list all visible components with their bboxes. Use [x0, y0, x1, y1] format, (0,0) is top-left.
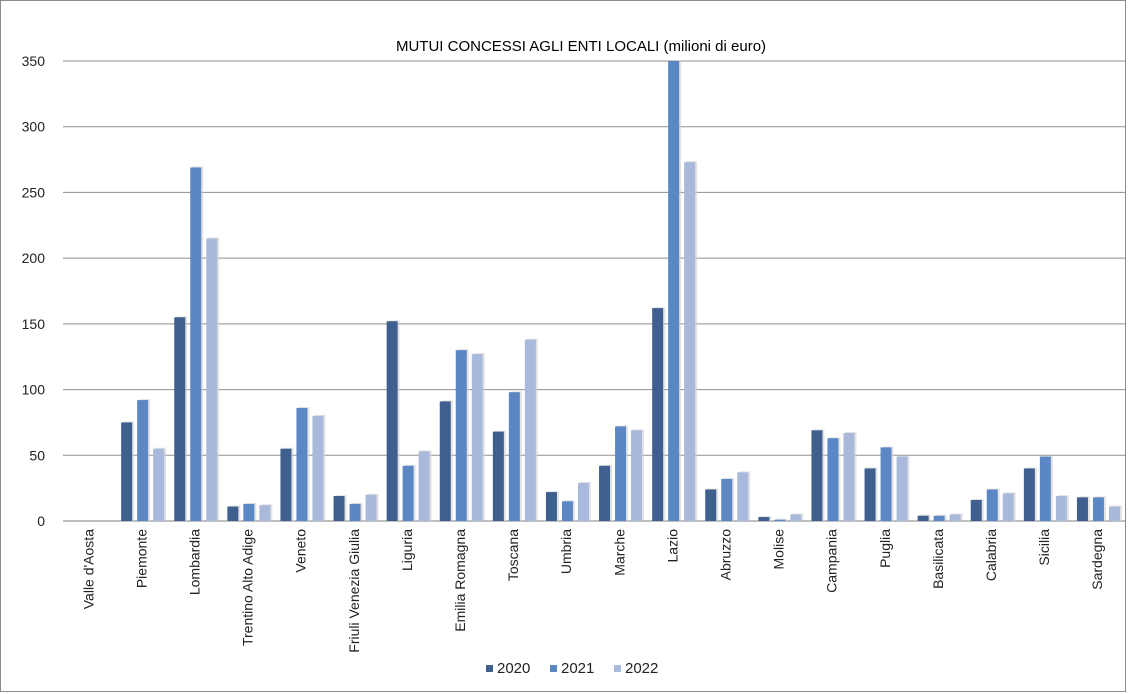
bar-2020-3 [227, 506, 239, 521]
category-label: Sicilia [1036, 529, 1052, 566]
category-label: Liguria [399, 529, 415, 571]
bar-2021-2 [190, 167, 202, 521]
bar-2022-12 [737, 472, 749, 521]
bar-2022-11 [684, 162, 696, 521]
bar-2022-13 [790, 514, 802, 521]
bar-2021-4 [296, 407, 308, 521]
y-tick-label: 100 [22, 382, 46, 398]
bar-2022-18 [1055, 496, 1067, 521]
bar-2022-14 [843, 432, 855, 521]
bar-2020-12 [705, 489, 717, 521]
bar-2021-5 [349, 503, 361, 521]
bar-2022-5 [365, 494, 377, 521]
y-tick-label: 350 [22, 53, 46, 69]
bar-2020-15 [864, 468, 876, 521]
bar-2021-1 [137, 400, 149, 521]
bar-2021-8 [508, 392, 520, 521]
bar-2020-7 [439, 401, 451, 521]
bar-2022-10 [631, 430, 643, 521]
bar-2022-7 [471, 354, 483, 521]
category-label: Trentino Alto Adige [240, 529, 256, 646]
y-tick-label: 50 [29, 447, 45, 463]
y-tick-label: 150 [22, 316, 46, 332]
bar-2020-13 [758, 517, 770, 521]
y-tick-label: 0 [37, 513, 45, 529]
category-label: Valle d'Aosta [80, 529, 96, 609]
bar-2020-18 [1023, 468, 1035, 521]
category-label: Umbria [558, 529, 574, 574]
bar-2021-14 [827, 438, 839, 521]
legend-swatch [614, 665, 621, 672]
bar-2022-2 [206, 238, 218, 521]
y-axis-tick-labels: 0 50 100 150 200 250 300 350 [22, 53, 46, 529]
bar-2021-6 [402, 465, 414, 521]
bar-2021-9 [561, 501, 573, 521]
category-label: Toscana [505, 529, 521, 581]
bar-2022-9 [577, 482, 589, 521]
bar-2022-16 [949, 514, 961, 521]
y-tick-label: 250 [22, 184, 46, 200]
bar-2022-4 [312, 415, 324, 521]
category-label: Friuli Venezia Giulia [346, 529, 362, 653]
category-label: Calabria [983, 529, 999, 581]
category-label: Abruzzo [717, 529, 733, 581]
category-label: Puglia [877, 529, 893, 568]
bar-2021-12 [721, 478, 733, 521]
bar-2021-19 [1092, 497, 1104, 521]
legend-swatch [550, 665, 557, 672]
bar-2022-19 [1108, 506, 1120, 521]
category-label: Lombardia [186, 529, 202, 595]
chart-title: MUTUI CONCESSI AGLI ENTI LOCALI (milioni… [396, 38, 766, 55]
bar-2022-17 [1002, 493, 1014, 521]
bar-2021-15 [880, 447, 892, 521]
category-label: Campania [824, 529, 840, 593]
bar-2020-6 [386, 321, 398, 521]
y-tick-label: 200 [22, 250, 46, 266]
bar-2022-8 [524, 339, 536, 521]
bar-2020-10 [599, 465, 611, 521]
bars [121, 60, 1122, 521]
bar-2020-8 [492, 431, 504, 521]
bar-2020-14 [811, 430, 823, 521]
bar-2022-3 [259, 505, 271, 521]
bar-2020-17 [970, 499, 982, 521]
bar-2021-18 [1039, 456, 1051, 521]
legend-label: 2020 [497, 660, 530, 677]
bar-2022-6 [418, 451, 430, 521]
bar-2020-9 [545, 492, 557, 521]
category-label: Emilia Romagna [452, 529, 468, 632]
category-label: Marche [611, 529, 627, 576]
legend: 2020 2021 2022 [486, 660, 658, 677]
bar-2021-17 [986, 489, 998, 521]
bar-2020-2 [174, 317, 186, 521]
bar-2020-5 [333, 496, 345, 521]
category-label: Veneto [293, 529, 309, 573]
bar-2021-10 [615, 426, 627, 521]
category-label: Sardegna [1089, 529, 1105, 590]
category-label: Basilicata [930, 529, 946, 589]
bar-2020-1 [121, 422, 133, 521]
legend-swatch [486, 665, 493, 672]
bar-2022-15 [896, 456, 908, 521]
bar-2021-7 [455, 350, 467, 521]
bar-2020-16 [917, 515, 929, 521]
bar-2021-13 [774, 519, 786, 521]
bar-2021-3 [243, 503, 255, 521]
y-tick-label: 300 [22, 119, 46, 135]
gridlines [63, 60, 1125, 522]
category-label: Piemonte [133, 529, 149, 588]
bar-2020-19 [1076, 497, 1088, 521]
x-axis-category-labels: Valle d'Aosta Piemonte Lombardia Trentino A… [80, 529, 1105, 653]
category-label: Molise [771, 529, 787, 570]
legend-label: 2022 [625, 660, 658, 677]
bar-2020-4 [280, 448, 292, 521]
bar-2021-16 [933, 515, 945, 521]
category-label: Lazio [664, 529, 680, 563]
bar-2021-11 [668, 61, 680, 521]
bar-2022-1 [153, 448, 165, 521]
legend-label: 2021 [561, 660, 594, 677]
bar-2020-11 [652, 308, 664, 521]
